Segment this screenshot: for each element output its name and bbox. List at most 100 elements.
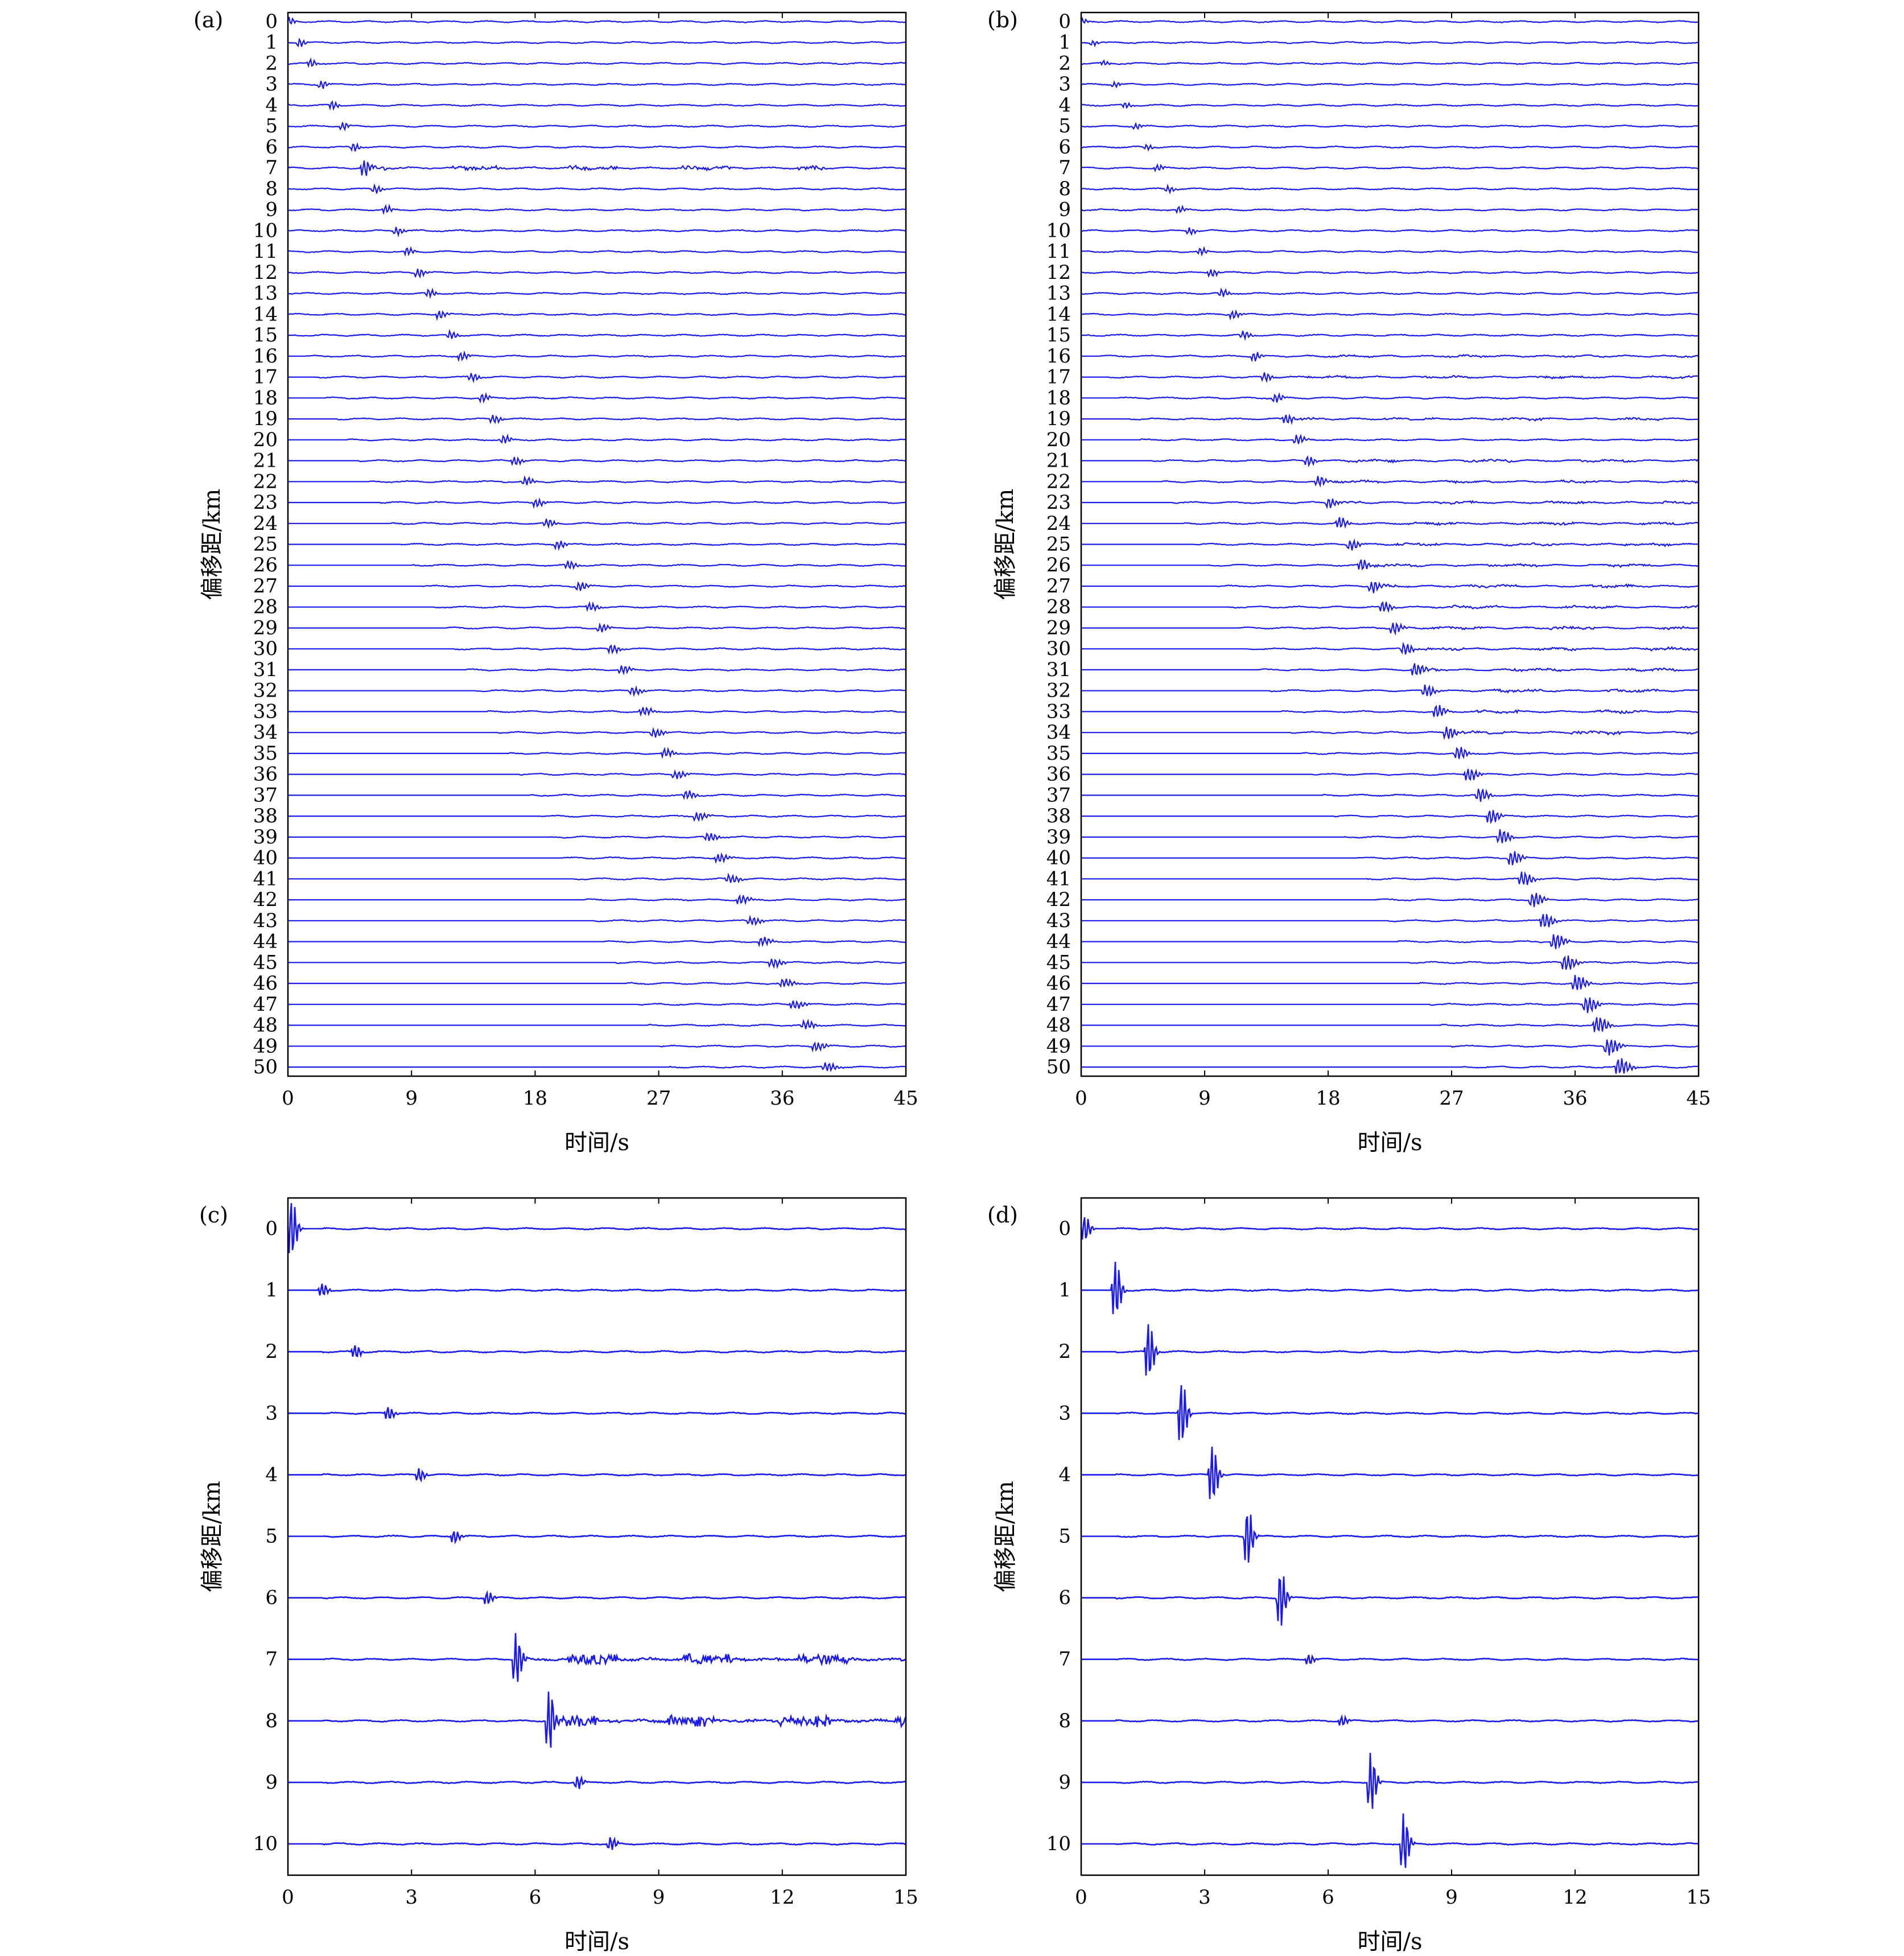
seismic-trace xyxy=(287,246,906,257)
y-tick-label: 9 xyxy=(265,1771,278,1794)
y-tick-label: 42 xyxy=(1046,888,1071,911)
seismic-trace xyxy=(1081,80,1699,89)
seismic-trace xyxy=(1081,59,1699,67)
y-tick-label: 37 xyxy=(1046,784,1071,806)
seismic-trace xyxy=(1081,892,1699,907)
seismic-trace xyxy=(288,727,906,738)
x-tick-label: 18 xyxy=(523,1087,547,1110)
y-tick-label: 22 xyxy=(253,470,278,493)
seismic-trace xyxy=(288,894,906,905)
seismic-trace xyxy=(1081,227,1699,236)
seismic-trace xyxy=(1081,934,1698,949)
y-tick-label: 7 xyxy=(265,1648,278,1671)
seismic-trace xyxy=(288,1283,906,1296)
seismic-trace xyxy=(1081,352,1699,363)
seismic-trace xyxy=(1081,331,1699,341)
y-tick-label: 31 xyxy=(253,658,278,681)
seismic-trace xyxy=(287,183,906,194)
y-tick-label: 20 xyxy=(1046,429,1071,451)
y-tick-label: 13 xyxy=(1046,282,1071,305)
y-tick-label: 22 xyxy=(1046,470,1071,493)
y-tick-label: 47 xyxy=(1046,993,1071,1016)
seismic-trace xyxy=(288,1590,906,1604)
seismic-trace xyxy=(288,685,906,697)
x-axis-label: 时间/s xyxy=(1357,1130,1422,1156)
panel-label: (b) xyxy=(987,7,1018,32)
y-tick-label: 4 xyxy=(1058,94,1071,117)
y-tick-label: 7 xyxy=(265,157,278,179)
y-tick-label: 44 xyxy=(1046,930,1071,953)
y-axis-label: 偏移距/km xyxy=(992,489,1019,600)
y-tick-label: 8 xyxy=(265,1710,278,1732)
y-tick-label: 35 xyxy=(1046,742,1071,765)
seismic-trace xyxy=(1081,1576,1699,1626)
seismic-trace xyxy=(1081,1714,1699,1726)
seismic-trace xyxy=(288,433,906,444)
y-tick-label: 8 xyxy=(1058,1710,1071,1732)
seismic-trace xyxy=(1081,183,1699,195)
y-tick-label: 2 xyxy=(265,52,278,75)
seismic-trace xyxy=(1081,1385,1699,1440)
y-tick-label: 19 xyxy=(253,407,278,430)
seismic-trace xyxy=(1081,641,1699,655)
seismic-trace xyxy=(1081,101,1699,109)
y-tick-label: 10 xyxy=(1046,1833,1071,1855)
seismic-trace xyxy=(288,1836,906,1850)
y-tick-label: 6 xyxy=(1058,1587,1071,1609)
seismic-trace xyxy=(288,497,906,509)
y-tick-label: 50 xyxy=(1046,1056,1071,1078)
seismic-trace xyxy=(1081,413,1699,425)
seismic-trace xyxy=(1081,955,1699,970)
seismic-trace xyxy=(288,392,906,404)
y-tick-label: 47 xyxy=(253,993,278,1016)
y-tick-label: 9 xyxy=(1058,1771,1071,1794)
y-tick-label: 25 xyxy=(1046,533,1071,556)
x-axis-label: 时间/s xyxy=(1357,1929,1422,1955)
y-tick-label: 39 xyxy=(1046,826,1071,849)
seismic-trace xyxy=(287,122,906,131)
y-tick-label: 18 xyxy=(1046,386,1071,409)
x-tick-label: 6 xyxy=(529,1886,542,1909)
seismic-trace xyxy=(288,812,906,822)
y-tick-label: 36 xyxy=(1046,763,1071,786)
y-tick-label: 8 xyxy=(265,178,278,200)
seismic-trace xyxy=(288,937,906,948)
x-tick-label: 9 xyxy=(405,1087,418,1110)
panel-label: (c) xyxy=(199,1203,228,1228)
seismic-trace xyxy=(1081,747,1699,759)
x-tick-label: 15 xyxy=(893,1886,918,1909)
y-tick-label: 10 xyxy=(253,1833,278,1855)
seismic-trace xyxy=(288,1633,906,1682)
y-tick-label: 7 xyxy=(1058,157,1071,179)
seismic-trace xyxy=(1081,829,1699,844)
y-tick-label: 29 xyxy=(1046,616,1071,639)
y-tick-label: 5 xyxy=(1058,1525,1071,1548)
panel-a: (a) 0123456789101112131415161718192021222… xyxy=(193,7,918,1156)
seismic-trace xyxy=(288,1041,906,1053)
y-tick-label: 9 xyxy=(1058,199,1071,221)
y-tick-label: 3 xyxy=(1058,1402,1071,1424)
y-tick-label: 5 xyxy=(265,1525,278,1548)
seismic-trace xyxy=(1081,1654,1699,1665)
y-tick-label: 24 xyxy=(1046,512,1071,535)
x-tick-label: 0 xyxy=(282,1087,294,1110)
y-tick-label: 45 xyxy=(253,951,278,974)
y-tick-label: 41 xyxy=(1046,867,1071,890)
y-tick-label: 40 xyxy=(1046,847,1071,870)
seismic-trace xyxy=(1081,788,1698,802)
x-tick-label: 12 xyxy=(770,1886,794,1909)
seismic-trace xyxy=(287,160,906,176)
y-tick-label: 1 xyxy=(1058,1279,1071,1302)
seismic-trace xyxy=(288,456,906,467)
x-tick-label: 27 xyxy=(1439,1087,1464,1110)
panel-b: (b) 0123456789101112131415161718192021222… xyxy=(987,7,1711,1156)
y-tick-label: 4 xyxy=(1058,1463,1071,1486)
plot-frame xyxy=(287,1197,907,1876)
x-tick-label: 9 xyxy=(653,1886,665,1909)
seismic-trace xyxy=(1081,434,1699,444)
y-tick-label: 0 xyxy=(265,10,278,33)
y-tick-label: 37 xyxy=(253,784,278,806)
y-tick-label: 6 xyxy=(1058,135,1071,158)
seismic-trace xyxy=(288,769,906,779)
